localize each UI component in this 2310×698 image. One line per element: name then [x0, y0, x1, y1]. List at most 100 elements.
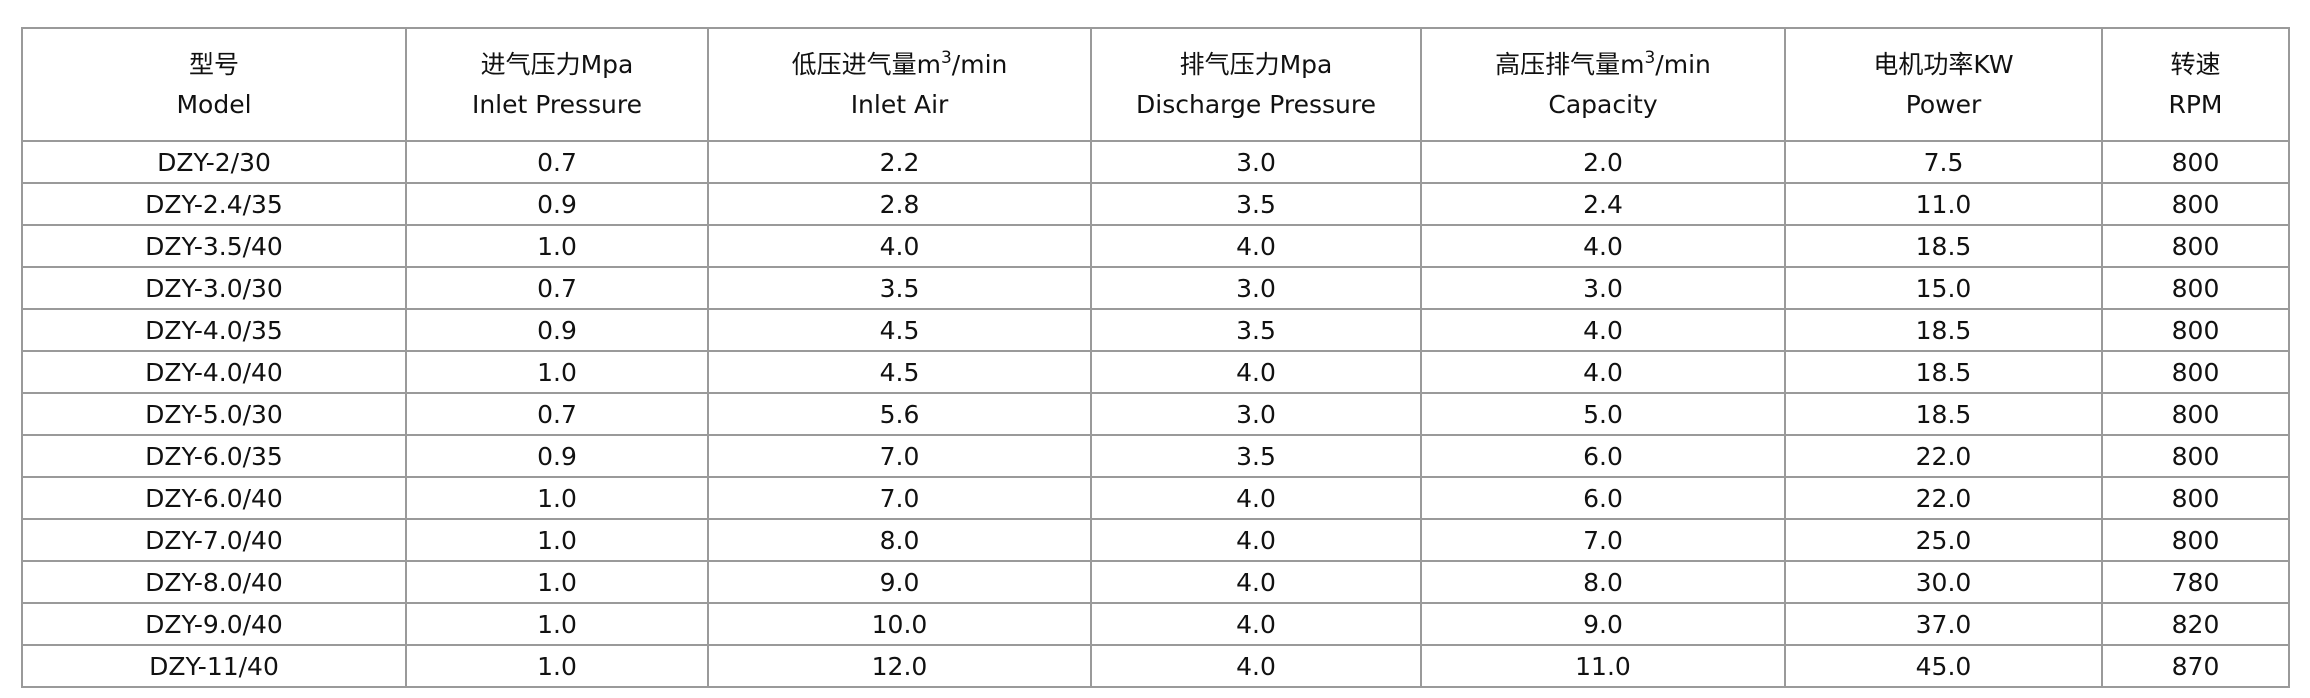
table-cell: 4.5	[707, 350, 1092, 394]
table-cell: 4.0	[1420, 350, 1786, 394]
table-cell: 2.8	[707, 182, 1092, 226]
table-cell: 5.0	[1420, 392, 1786, 436]
table-cell: 4.0	[1090, 350, 1422, 394]
table-row: DZY-4.0/40 1.0 4.5 4.0 4.0 18.5 800	[21, 350, 2290, 394]
header-zh-tail: /min	[951, 49, 1008, 79]
header-en: Inlet Pressure	[471, 89, 643, 119]
table-cell: 5.6	[707, 392, 1092, 436]
table-cell: 6.0	[1420, 476, 1786, 520]
table-cell: 800	[2101, 308, 2290, 352]
table-cell: DZY-7.0/40	[21, 518, 407, 562]
header-cell: 转速 RPM	[2101, 27, 2290, 142]
table-cell: 7.0	[1420, 518, 1786, 562]
table-cell: 2.0	[1420, 140, 1786, 184]
table-cell: 1.0	[405, 644, 709, 688]
header-zh: 低压进气量m3/min	[709, 45, 1090, 85]
header-en: Power	[1905, 89, 1982, 119]
table-cell: 9.0	[707, 560, 1092, 604]
table-cell: 800	[2101, 350, 2290, 394]
table-cell: 7.0	[707, 476, 1092, 520]
table-cell: 1.0	[405, 476, 709, 520]
table-row: DZY-7.0/40 1.0 8.0 4.0 7.0 25.0 800	[21, 518, 2290, 562]
table-cell: 780	[2101, 560, 2290, 604]
table-cell: DZY-3.0/30	[21, 266, 407, 310]
header-zh-tail: /min	[1655, 49, 1711, 79]
header-zh-text: 低压进气量m	[791, 49, 941, 79]
table-cell: 0.9	[405, 308, 709, 352]
table-cell: 22.0	[1784, 476, 2103, 520]
table-cell: 10.0	[707, 602, 1092, 646]
table-cell: DZY-3.5/40	[21, 224, 407, 268]
table-cell: 4.5	[707, 308, 1092, 352]
table-cell: 8.0	[707, 518, 1092, 562]
table-cell: 3.0	[1090, 266, 1422, 310]
table-cell: 18.5	[1784, 350, 2103, 394]
table-cell: DZY-2/30	[21, 140, 407, 184]
table-cell: 1.0	[405, 560, 709, 604]
header-en: Capacity	[1548, 89, 1658, 119]
table-cell: 820	[2101, 602, 2290, 646]
table-cell: 1.0	[405, 224, 709, 268]
table-cell: 800	[2101, 224, 2290, 268]
table-cell: 4.0	[1090, 560, 1422, 604]
table-cell: 800	[2101, 476, 2290, 520]
header-zh-text: 转速	[2170, 49, 2221, 79]
header-en: Discharge Pressure	[1136, 89, 1376, 119]
table-cell: 18.5	[1784, 224, 2103, 268]
table-cell: 3.5	[1090, 308, 1422, 352]
table-cell: 1.0	[405, 518, 709, 562]
table-cell: 800	[2101, 518, 2290, 562]
table-cell: 3.5	[1090, 434, 1422, 478]
table-cell: 0.7	[405, 140, 709, 184]
table-row: DZY-11/40 1.0 12.0 4.0 11.0 45.0 870	[21, 644, 2290, 688]
table-cell: 2.4	[1420, 182, 1786, 226]
header-cell: 高压排气量m3/min Capacity	[1420, 27, 1786, 142]
table-row: DZY-9.0/40 1.0 10.0 4.0 9.0 37.0 820	[21, 602, 2290, 646]
table-cell: 800	[2101, 266, 2290, 310]
header-zh: 高压排气量m3/min	[1422, 45, 1784, 85]
table-cell: 45.0	[1784, 644, 2103, 688]
header-zh: 进气压力Mpa	[407, 45, 707, 85]
header-zh: 转速	[2103, 45, 2288, 85]
table-cell: 1.0	[405, 350, 709, 394]
table-cell: DZY-9.0/40	[21, 602, 407, 646]
table-cell: 22.0	[1784, 434, 2103, 478]
table-cell: DZY-4.0/35	[21, 308, 407, 352]
table-cell: 6.0	[1420, 434, 1786, 478]
table-cell: 4.0	[1090, 224, 1422, 268]
header-cell: 电机功率KW Power	[1784, 27, 2103, 142]
table-row: DZY-8.0/40 1.0 9.0 4.0 8.0 30.0 780	[21, 560, 2290, 604]
table-cell: 4.0	[1090, 476, 1422, 520]
table-cell: 1.0	[405, 602, 709, 646]
table-row: DZY-6.0/35 0.9 7.0 3.5 6.0 22.0 800	[21, 434, 2290, 478]
table-cell: 15.0	[1784, 266, 2103, 310]
header-en: RPM	[2168, 89, 2223, 119]
table-row: DZY-2/30 0.7 2.2 3.0 2.0 7.5 800	[21, 140, 2290, 184]
table-cell: 3.5	[1090, 182, 1422, 226]
table-cell: 7.0	[707, 434, 1092, 478]
table-cell: 11.0	[1420, 644, 1786, 688]
table-cell: 11.0	[1784, 182, 2103, 226]
table-cell: 37.0	[1784, 602, 2103, 646]
table-cell: 4.0	[1420, 224, 1786, 268]
table-cell: 800	[2101, 434, 2290, 478]
header-zh-text: 排气压力Mpa	[1179, 49, 1333, 79]
header-cell: 排气压力Mpa Discharge Pressure	[1090, 27, 1422, 142]
table-cell: 18.5	[1784, 392, 2103, 436]
header-en: Model	[176, 89, 252, 119]
table-cell: 30.0	[1784, 560, 2103, 604]
table-cell: 3.0	[1090, 140, 1422, 184]
table-row: DZY-4.0/35 0.9 4.5 3.5 4.0 18.5 800	[21, 308, 2290, 352]
header-zh-text: 进气压力Mpa	[480, 49, 634, 79]
table-cell: 2.2	[707, 140, 1092, 184]
header-sup: 3	[1644, 47, 1656, 68]
header-zh-text: 电机功率KW	[1873, 49, 2014, 79]
table-row: DZY-3.5/40 1.0 4.0 4.0 4.0 18.5 800	[21, 224, 2290, 268]
table-cell: DZY-4.0/40	[21, 350, 407, 394]
table-cell: 800	[2101, 392, 2290, 436]
table-cell: 3.5	[707, 266, 1092, 310]
table-cell: 870	[2101, 644, 2290, 688]
table-row: DZY-2.4/35 0.9 2.8 3.5 2.4 11.0 800	[21, 182, 2290, 226]
table-cell: DZY-6.0/40	[21, 476, 407, 520]
